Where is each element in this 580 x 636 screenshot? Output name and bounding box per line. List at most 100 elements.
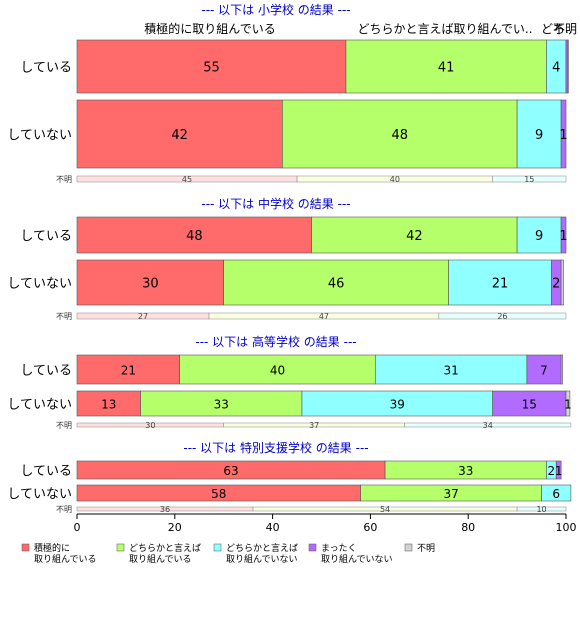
header-category-label: 積極的に取り組んでいる	[144, 21, 275, 36]
header-category-label: どち..	[541, 22, 573, 36]
bar-value-label: 9	[535, 128, 543, 143]
bar-value-label: 58	[211, 487, 226, 501]
bar-value-label: 30	[142, 277, 159, 292]
panel-title: --- 以下は 小学校 の結果 ---	[201, 2, 350, 17]
unknown-row-label: 不明	[56, 505, 72, 514]
legend-label: どちらかと言えば取り組んでいない	[226, 542, 298, 565]
bar-value-label: 42	[171, 128, 188, 143]
panel-title: --- 以下は 高等学校 の結果 ---	[195, 334, 356, 349]
bar-value-label: 1	[555, 464, 563, 478]
legend-swatch-s1	[21, 543, 30, 552]
bar-value-label: 41	[438, 61, 455, 76]
bar-segment-s2	[311, 216, 518, 254]
bar-segment-s2	[223, 259, 449, 306]
unknown-row-label: 不明	[56, 421, 72, 430]
legend-label: 不明	[417, 543, 435, 554]
bar-value-label: 9	[535, 229, 543, 244]
bar-value-label: 55	[203, 61, 220, 76]
panel-title: --- 以下は 特別支援学校 の結果 ---	[183, 440, 368, 455]
unknown-row-label: 不明	[56, 175, 72, 184]
unknown-value-label: 27	[138, 312, 148, 321]
bar-value-label: 15	[522, 398, 537, 412]
legend-swatch-s5	[404, 543, 413, 552]
bar-value-label: 33	[214, 398, 229, 412]
bar-value-label: 63	[223, 464, 238, 478]
bar-value-label: 13	[101, 398, 116, 412]
unknown-bar-segment	[438, 312, 567, 320]
bar-segment-s1	[76, 259, 224, 306]
legend-label: まったく取り組んでいない	[321, 543, 393, 565]
bar-segment-s3	[301, 390, 493, 417]
unknown-value-label: 37	[309, 421, 319, 430]
unknown-value-label: 15	[524, 175, 534, 184]
unknown-row-label: 不明	[56, 312, 72, 321]
row-label: している	[20, 229, 72, 244]
bar-segment-s2	[345, 39, 547, 94]
bar-segment-s4	[526, 354, 562, 385]
x-tick-label: 20	[168, 521, 182, 534]
bar-segment-s1	[76, 390, 141, 417]
bar-segment-s4	[560, 99, 567, 169]
bar-value-label: 39	[390, 398, 405, 412]
bar-value-label: 1	[559, 128, 567, 143]
bar-segment-s5	[560, 259, 564, 306]
bar-segment-s1	[76, 216, 313, 254]
row-label: していない	[7, 487, 72, 502]
unknown-value-label: 36	[160, 505, 170, 514]
bar-segment-s3	[541, 484, 572, 502]
bar-segment-s4	[555, 460, 562, 480]
bar-segment-s3	[374, 354, 528, 385]
row-label: していない	[7, 128, 72, 143]
bar-segment-s5	[560, 354, 563, 385]
bar-value-label: 2	[552, 277, 560, 292]
unknown-bar-segment	[404, 422, 572, 428]
bar-value-label: 4	[552, 61, 560, 76]
legend-swatch-s4	[308, 543, 317, 552]
bar-value-label: 48	[186, 229, 203, 244]
unknown-bar-segment	[516, 506, 567, 512]
unknown-bar-segment	[492, 175, 567, 183]
unknown-value-label: 10	[536, 505, 546, 514]
bar-value-label: 1	[564, 398, 572, 412]
unknown-value-label: 40	[390, 175, 400, 184]
bar-segment-s2	[140, 390, 303, 417]
unknown-value-label: 30	[145, 421, 155, 430]
unknown-value-label: 45	[182, 175, 192, 184]
bar-value-label: 33	[458, 464, 473, 478]
row-label: している	[20, 61, 72, 76]
bar-value-label: 1	[559, 229, 567, 244]
unknown-value-label: 34	[483, 421, 493, 430]
bar-value-label: 7	[540, 364, 548, 378]
bar-value-label: 31	[443, 364, 458, 378]
bar-value-label: 46	[328, 277, 345, 292]
row-label: していない	[7, 398, 72, 413]
bar-segment-s5	[565, 390, 571, 417]
row-label: している	[20, 464, 72, 479]
bar-segment-s1	[76, 99, 283, 169]
panel-title: --- 以下は 中学校 の結果 ---	[201, 196, 350, 211]
legend-label: 積極的に取り組んでいる	[34, 542, 97, 565]
legend-swatch-s3	[213, 543, 222, 552]
bar-segment-s3	[448, 259, 552, 306]
bar-value-label: 6	[552, 487, 560, 501]
unknown-value-label: 47	[319, 312, 329, 321]
x-tick-label: 0	[74, 521, 81, 534]
legend-swatch-s2	[116, 543, 125, 552]
row-label: している	[20, 364, 72, 379]
unknown-value-label: 54	[380, 505, 390, 514]
row-label: していない	[7, 277, 72, 292]
x-tick-label: 100	[556, 521, 577, 534]
bar-segment-s5	[567, 39, 569, 94]
bar-value-label: 40	[270, 364, 285, 378]
legend-label: どちらかと言えば取り組んでいる	[129, 542, 201, 565]
bar-value-label: 2	[548, 464, 556, 478]
x-tick-label: 80	[461, 521, 475, 534]
bar-segment-s3	[516, 99, 562, 169]
bar-value-label: 21	[492, 277, 509, 292]
bar-value-label: 48	[391, 128, 408, 143]
x-tick-label: 40	[266, 521, 280, 534]
header-category-label: どちらかと言えば取り組んでい..	[357, 22, 532, 36]
header-category-label: 不明	[553, 22, 577, 36]
bar-value-label: 42	[406, 229, 423, 244]
